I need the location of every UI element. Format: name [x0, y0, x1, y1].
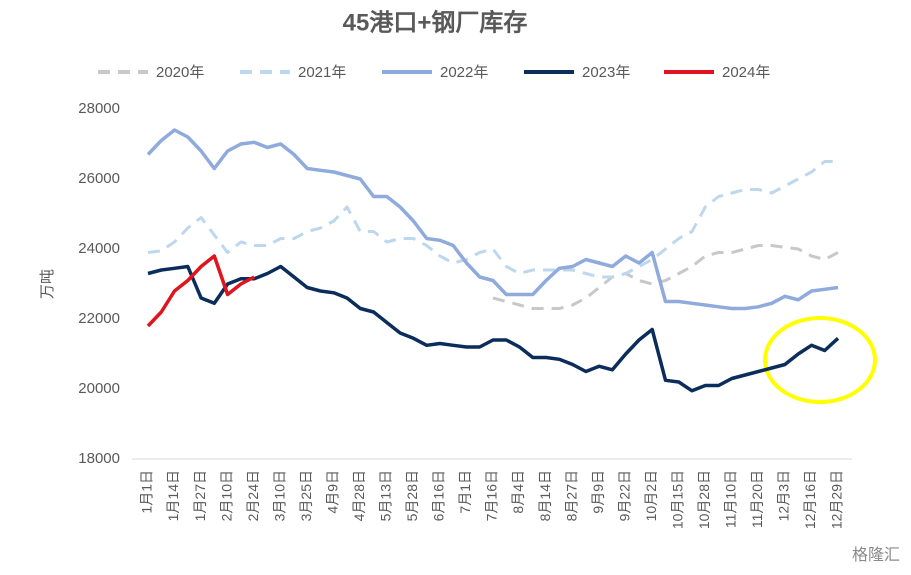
x-tick-label: 1月14日	[165, 470, 181, 521]
x-tick-label: 12月29日	[829, 470, 845, 529]
x-tick-label: 8月14日	[537, 470, 553, 521]
y-tick-label: 20000	[78, 380, 120, 397]
x-tick-label: 7月1日	[457, 470, 473, 514]
x-tick-label: 12月3日	[776, 470, 792, 521]
x-tick-label: 4月9日	[324, 470, 340, 514]
y-tick-label: 26000	[78, 170, 120, 187]
x-tick-label: 3月25日	[298, 470, 314, 521]
x-tick-label: 10月15日	[669, 470, 685, 529]
y-tick-label: 28000	[78, 100, 120, 117]
series-line	[147, 160, 838, 279]
legend-label: 2024年	[722, 64, 770, 81]
highlight-circle	[763, 316, 877, 404]
x-tick-label: 7月16日	[484, 470, 500, 521]
legend-label: 2021年	[298, 64, 346, 81]
series-line	[146, 254, 256, 328]
x-tick-label: 6月16日	[431, 470, 447, 521]
x-tick-label: 1月27日	[192, 470, 208, 521]
x-tick-label: 9月9日	[590, 470, 606, 514]
y-tick-label: 24000	[78, 240, 120, 257]
x-tick-label: 8月27日	[563, 470, 579, 521]
series-line	[492, 244, 839, 310]
series-line	[147, 264, 840, 393]
legend-label: 2022年	[440, 64, 488, 81]
x-tick-label: 5月28日	[404, 470, 420, 521]
x-tick-label: 2月24日	[245, 470, 261, 521]
legend-label: 2020年	[156, 64, 204, 81]
x-tick-label: 3月10日	[271, 470, 287, 521]
x-tick-label: 8月4日	[510, 470, 526, 514]
chart-title: 45港口+钢厂库存	[343, 9, 528, 36]
watermark: 格隆汇	[852, 546, 900, 564]
series-line	[146, 128, 839, 311]
x-tick-label: 4月28日	[351, 470, 367, 521]
y-axis-label: 万吨	[39, 269, 56, 299]
x-tick-label: 5月13日	[378, 470, 394, 521]
y-tick-label: 18000	[78, 450, 120, 467]
x-tick-label: 10月2日	[643, 470, 659, 521]
x-tick-label: 2月10日	[218, 470, 234, 521]
y-tick-label: 22000	[78, 310, 120, 327]
x-tick-label: 11月10日	[723, 470, 739, 528]
x-tick-label: 12月16日	[802, 470, 818, 529]
x-tick-label: 1月1日	[139, 470, 155, 514]
x-tick-label: 11月20日	[749, 470, 765, 528]
x-tick-label: 9月22日	[616, 470, 632, 521]
legend-label: 2023年	[582, 64, 630, 81]
x-tick-label: 10月28日	[696, 470, 712, 529]
